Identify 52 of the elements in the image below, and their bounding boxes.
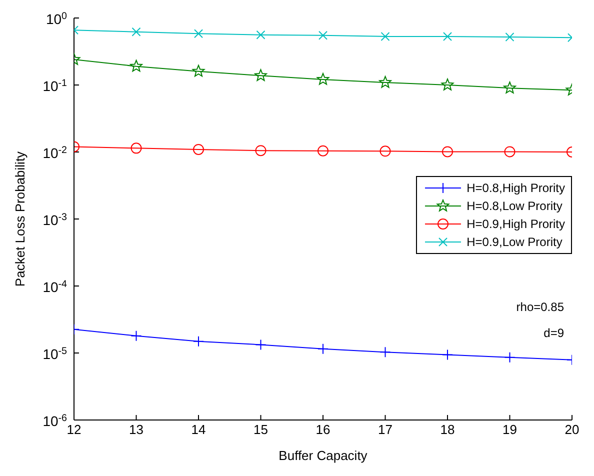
y-tick-label: 10$^{-2}$ [42,144,67,161]
legend-label: H=0.9,High Prority [466,217,565,231]
y-axis-title: Packet Loss Probability [12,150,28,287]
annotation: d=9 [544,326,564,340]
x-tick-label: 14 [191,422,206,438]
point [255,339,266,350]
point [504,146,516,158]
x-tick-label: 17 [378,422,392,438]
x-tick-label: 16 [316,422,330,438]
point [318,343,328,354]
y-tick-label: 10$^{-1}$ [42,78,67,94]
y-tick-label: 10$^{-3}$ [42,212,68,228]
x-axis-title: Buffer Capacity [278,448,368,463]
point [318,30,328,40]
point [194,29,203,38]
x-tick-label: 18 [440,422,455,438]
point [192,64,205,77]
point [193,336,204,347]
point [254,69,267,81]
annotation: rho=0.85 [516,300,564,314]
point [380,32,390,41]
y-tick-label: 10$^{-4}$ [42,278,68,295]
point [318,145,328,156]
legend-label: H=0.8,High Prority [466,181,565,195]
point [504,352,516,363]
point [130,60,142,72]
point [255,145,266,156]
point [380,346,391,358]
x-tick-label: 19 [502,422,517,438]
point [130,142,142,154]
x-tick-label: 12 [66,422,82,438]
legend-label: H=0.8,Low Prority [466,199,562,213]
point [379,76,392,88]
point [442,146,453,158]
legend-label: H=0.9,Low Prority [466,235,562,249]
x-tick-label: 20 [564,422,580,438]
y-tick-label: 10$^{0}$ [46,10,68,27]
point [380,146,391,157]
x-tick-label: 13 [129,422,144,438]
y-tick-label: 10$^{-6}$ [42,412,68,429]
point [442,349,453,360]
x-tick-label: 15 [254,422,268,438]
y-tick-label: 10$^{-5}$ [42,346,68,362]
point [256,30,266,40]
point [443,32,452,41]
point [441,78,454,90]
point [505,32,514,42]
point [316,72,330,85]
point [130,330,142,342]
point [193,144,204,155]
point [132,27,141,36]
point [504,82,516,94]
